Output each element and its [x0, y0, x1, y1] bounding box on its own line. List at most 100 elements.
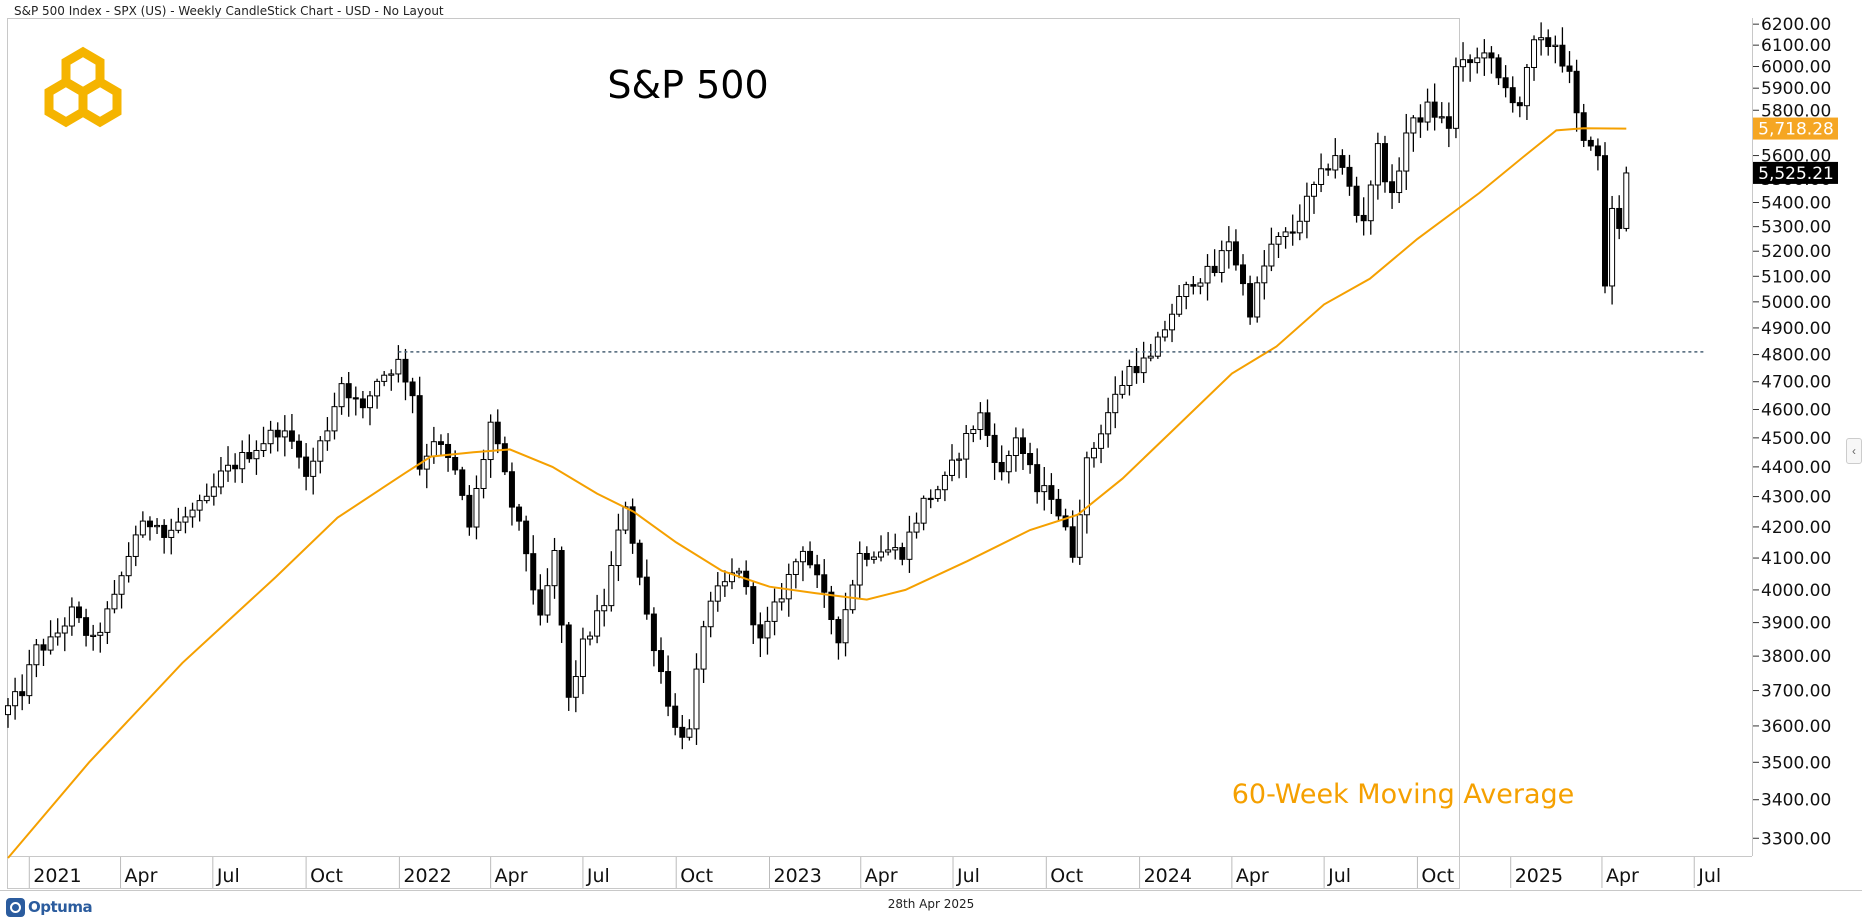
candle-down [352, 397, 359, 400]
x-tick-label: Apr [495, 865, 528, 887]
candle-up [934, 489, 941, 499]
candle-down [1325, 168, 1332, 171]
candle-down [1048, 485, 1055, 500]
moving-average-line [7, 127, 1627, 859]
candle-up [1225, 241, 1232, 252]
candle-up [1126, 366, 1133, 386]
candle-down [1417, 117, 1424, 123]
candle-up [949, 459, 956, 476]
candle-down [1573, 70, 1580, 114]
candle-up [5, 705, 11, 716]
candle-up [1183, 284, 1190, 298]
candle-up [544, 585, 551, 616]
candle-up [1140, 357, 1147, 374]
y-tick-label: 3700.00 [1761, 682, 1831, 702]
optuma-mark-icon [6, 897, 25, 917]
candle-down [537, 589, 544, 616]
x-tick-label: Oct [1421, 865, 1454, 887]
candle-up [1523, 66, 1530, 107]
y-tick-label: 5100.00 [1761, 267, 1831, 287]
candle-down [1353, 185, 1360, 216]
candle-up [707, 600, 714, 628]
candle-up [1197, 282, 1204, 287]
candle-up [1460, 59, 1467, 68]
candle-down [1240, 264, 1247, 285]
y-tick-label: 4800.00 [1761, 346, 1831, 366]
candle-down [83, 617, 90, 636]
candle-up [1261, 265, 1268, 284]
candle-up [1012, 437, 1019, 457]
candle-down [1566, 65, 1573, 72]
y-tick-label: 4400.00 [1761, 458, 1831, 478]
candle-up [1119, 384, 1126, 395]
candle-down [40, 644, 47, 651]
candle-down [1587, 139, 1594, 147]
x-tick-label: 2024 [1144, 865, 1192, 887]
candle-down [146, 520, 153, 528]
candle-down [1559, 44, 1566, 67]
candle-up [700, 626, 707, 670]
y-tick-label: 5200.00 [1761, 242, 1831, 262]
candle-up [608, 565, 615, 607]
candle-up [1041, 485, 1048, 493]
candle-down [1019, 437, 1026, 455]
candle-down [1445, 116, 1452, 129]
candle-up [430, 441, 437, 457]
y-tick-label: 4900.00 [1761, 319, 1831, 339]
candle-down [1034, 464, 1041, 493]
candle-down [345, 383, 352, 399]
x-tick-label: 2021 [33, 865, 81, 887]
candle-down [1545, 37, 1552, 48]
candle-up [331, 406, 338, 432]
candle-up [61, 625, 68, 634]
candle-up [1310, 183, 1317, 197]
candle-up [1112, 393, 1119, 414]
y-tick-label: 4500.00 [1761, 429, 1831, 449]
collapse-panel-icon[interactable]: ‹ [1846, 438, 1862, 464]
candle-down [359, 398, 366, 409]
chart-title: S&P 500 [607, 63, 768, 107]
candle-up [1438, 116, 1445, 119]
candle-up [1396, 170, 1403, 194]
candle-up [956, 458, 963, 461]
candle-down [1602, 155, 1609, 287]
candle-up [125, 555, 132, 577]
candle-up [1474, 57, 1481, 64]
candle-up [487, 421, 494, 461]
y-axis-ticks: 3300.00 3400.00 3500.00 3600.00 3700.00 3800.… [1753, 15, 1831, 849]
candle-up [90, 634, 97, 638]
candle-up [1218, 250, 1225, 274]
candle-down [672, 705, 679, 728]
candle-down [19, 691, 26, 697]
candle-up [281, 430, 288, 438]
candle-up [1090, 447, 1097, 459]
candle-down [1495, 57, 1502, 79]
candle-up [239, 452, 246, 470]
candle-up [1147, 355, 1154, 359]
candle-up [118, 575, 125, 595]
candle-down [750, 586, 757, 626]
candle-down [466, 494, 473, 528]
candle-down [1339, 155, 1346, 168]
candle-up [217, 470, 224, 488]
y-tick-label: 4600.00 [1761, 400, 1831, 420]
candle-down [437, 441, 444, 445]
x-tick-label: Apr [1236, 865, 1269, 887]
candle-up [601, 605, 608, 612]
y-tick-label: 3600.00 [1761, 717, 1831, 737]
candle-up [1076, 514, 1083, 558]
candle-up [480, 459, 487, 489]
candle-up [1098, 433, 1105, 449]
candle-up [1275, 236, 1282, 245]
candle-down [679, 726, 686, 738]
candle-down [402, 358, 409, 383]
y-tick-label: 4200.00 [1761, 518, 1831, 538]
candle-up [856, 552, 863, 586]
candle-up [210, 486, 217, 497]
candle-down [650, 613, 657, 652]
y-tick-label: 6000.00 [1761, 57, 1831, 77]
candle-up [1161, 329, 1168, 338]
candle-up [913, 522, 920, 533]
y-tick-label: 6100.00 [1761, 36, 1831, 56]
